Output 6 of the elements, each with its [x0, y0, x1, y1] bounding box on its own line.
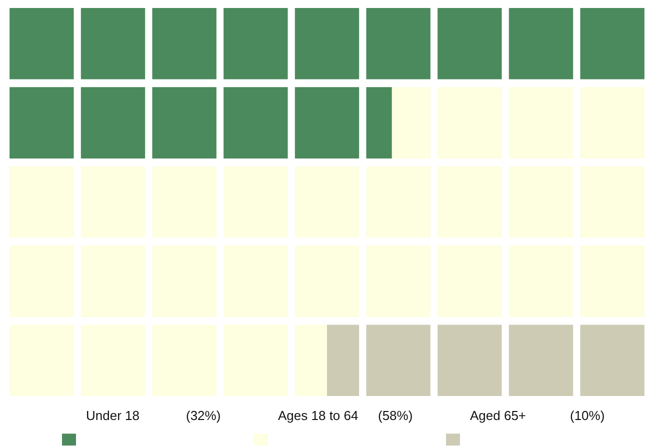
data-label: (32%) — [186, 408, 221, 423]
category-label: Under 18 — [86, 408, 140, 423]
data-label: (58%) — [378, 408, 413, 423]
category-label: Aged 65+ — [470, 408, 526, 423]
data-label: (10%) — [570, 408, 605, 423]
category-label: Ages 18 to 64 — [278, 408, 358, 423]
